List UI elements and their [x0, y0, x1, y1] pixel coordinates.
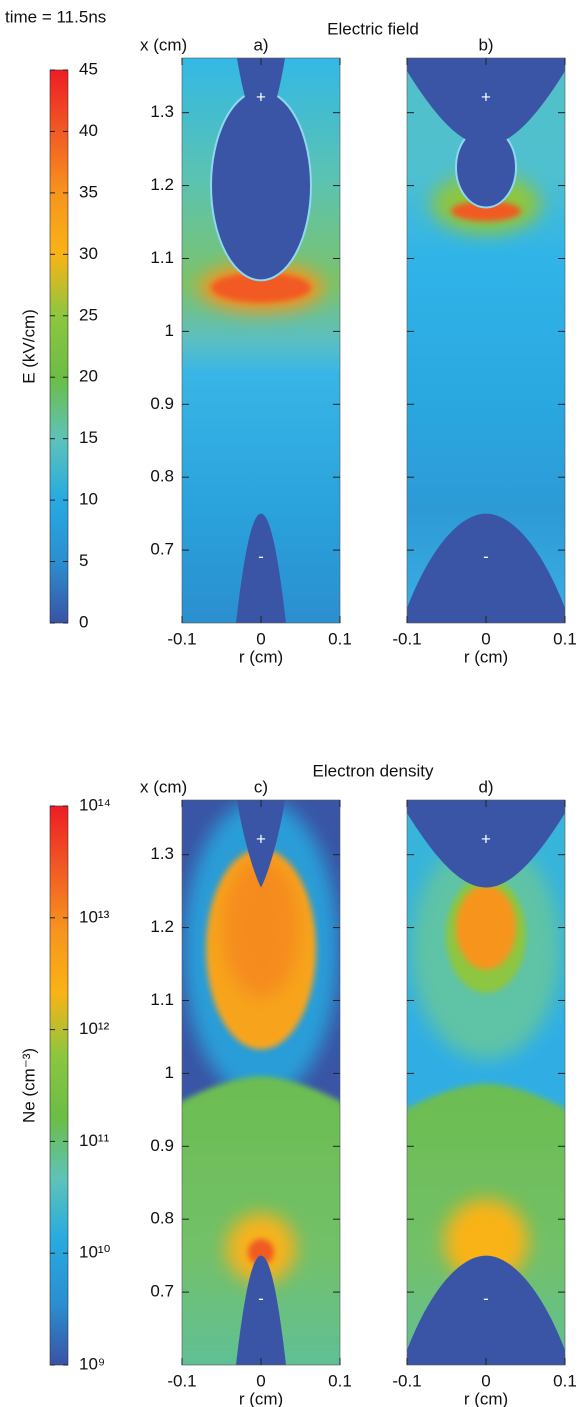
- density-glow: [444, 1199, 528, 1284]
- x-tick-label: -0.1: [167, 629, 196, 648]
- colorbar-tick-label: 30: [79, 244, 98, 263]
- field-peak: [211, 272, 311, 303]
- y-tick-label: 0.7: [150, 1282, 174, 1301]
- section-title: Electric field: [327, 19, 419, 38]
- heatmap-panel: +-: [182, 58, 340, 623]
- x-tick-label: 0.1: [553, 1371, 577, 1390]
- x-axis-label: r (cm): [239, 1389, 283, 1407]
- x-axis-label: r (cm): [464, 647, 508, 666]
- anode: [407, 58, 565, 146]
- x-tick-label: 0: [256, 1371, 265, 1390]
- electrode-label: +: [481, 88, 491, 107]
- electrode-label: -: [258, 547, 264, 566]
- colorbar-tick-label: 10¹⁴: [79, 795, 111, 814]
- electrode-label: +: [481, 830, 491, 849]
- y-axis-label: x (cm): [140, 35, 187, 54]
- heatmap-panel: +-: [407, 58, 565, 623]
- density-peak: [248, 1239, 274, 1265]
- colorbar-tick-label: 25: [79, 305, 98, 324]
- colorbar-tick-label: 10⁹: [79, 1354, 105, 1373]
- cathode: [236, 1255, 286, 1365]
- electrode-label: +: [256, 88, 266, 107]
- panel-label: c): [254, 777, 268, 796]
- y-tick-label: 0.8: [150, 467, 174, 486]
- colorbar-tick-label: 45: [79, 59, 98, 78]
- electrode-label: -: [483, 1289, 489, 1308]
- colorbar-label: Ne (cm⁻³): [19, 1048, 38, 1123]
- colorbar-tick-label: 10¹¹: [79, 1131, 110, 1150]
- y-tick-label: 0.9: [150, 394, 174, 413]
- anode: [237, 58, 285, 146]
- colorbar-label: E (kV/cm): [19, 309, 38, 384]
- colorbar-tick-label: 15: [79, 428, 98, 447]
- density-core: [223, 857, 299, 998]
- heatmap-panel: +-: [407, 800, 565, 1365]
- colorbar-tick-label: 0: [79, 612, 88, 631]
- panel-label: b): [478, 35, 493, 54]
- colorbar-tick-label: 10¹⁰: [79, 1243, 111, 1262]
- x-tick-label: 0.1: [328, 1371, 352, 1390]
- electrode-label: -: [483, 547, 489, 566]
- colorbar: [49, 69, 69, 624]
- cathode: [407, 513, 565, 623]
- heatmap-panel: +-: [182, 800, 340, 1365]
- electrode-label: +: [256, 830, 266, 849]
- x-axis-label: r (cm): [464, 1389, 508, 1407]
- panel-label: d): [478, 777, 493, 796]
- x-tick-label: 0: [256, 629, 265, 648]
- cathode: [407, 1255, 565, 1365]
- y-tick-label: 0.9: [150, 1136, 174, 1155]
- colorbar-tick-label: 20: [79, 367, 98, 386]
- panel-label: a): [253, 35, 268, 54]
- x-tick-label: 0.1: [328, 629, 352, 648]
- y-tick-label: 1.2: [150, 917, 174, 936]
- colorbar: [49, 805, 69, 1366]
- y-tick-label: 1.3: [150, 844, 174, 863]
- x-tick-label: 0: [481, 629, 490, 648]
- y-tick-label: 1: [165, 321, 174, 340]
- section-title: Electron density: [313, 761, 434, 780]
- anode: [237, 800, 285, 888]
- colorbar-tick-label: 35: [79, 182, 98, 201]
- anode: [407, 800, 565, 888]
- colorbar-tick-label: 5: [79, 551, 88, 570]
- colorbar-tick-label: 10: [79, 490, 98, 509]
- y-tick-label: 1.1: [150, 990, 174, 1009]
- density-core: [456, 885, 516, 970]
- x-tick-label: -0.1: [167, 1371, 196, 1390]
- cathode: [236, 513, 286, 623]
- y-tick-label: 1.2: [150, 175, 174, 194]
- colorbar-tick-label: 40: [79, 121, 98, 140]
- y-tick-label: 1.1: [150, 248, 174, 267]
- y-tick-label: 0.7: [150, 540, 174, 559]
- colorbar-tick-label: 10¹²: [79, 1019, 110, 1038]
- field-peak: [451, 201, 521, 222]
- x-tick-label: 0: [481, 1371, 490, 1390]
- electrode-label: -: [258, 1289, 264, 1308]
- y-tick-label: 1: [165, 1063, 174, 1082]
- y-tick-label: 1.3: [150, 102, 174, 121]
- x-axis-label: r (cm): [239, 647, 283, 666]
- time-annotation: time = 11.5ns: [5, 7, 106, 26]
- y-axis-label: x (cm): [140, 777, 187, 796]
- colorbar-tick-label: 10¹³: [79, 907, 110, 926]
- x-tick-label: -0.1: [392, 629, 421, 648]
- x-tick-label: -0.1: [392, 1371, 421, 1390]
- y-tick-label: 0.8: [150, 1209, 174, 1228]
- x-tick-label: 0.1: [553, 629, 577, 648]
